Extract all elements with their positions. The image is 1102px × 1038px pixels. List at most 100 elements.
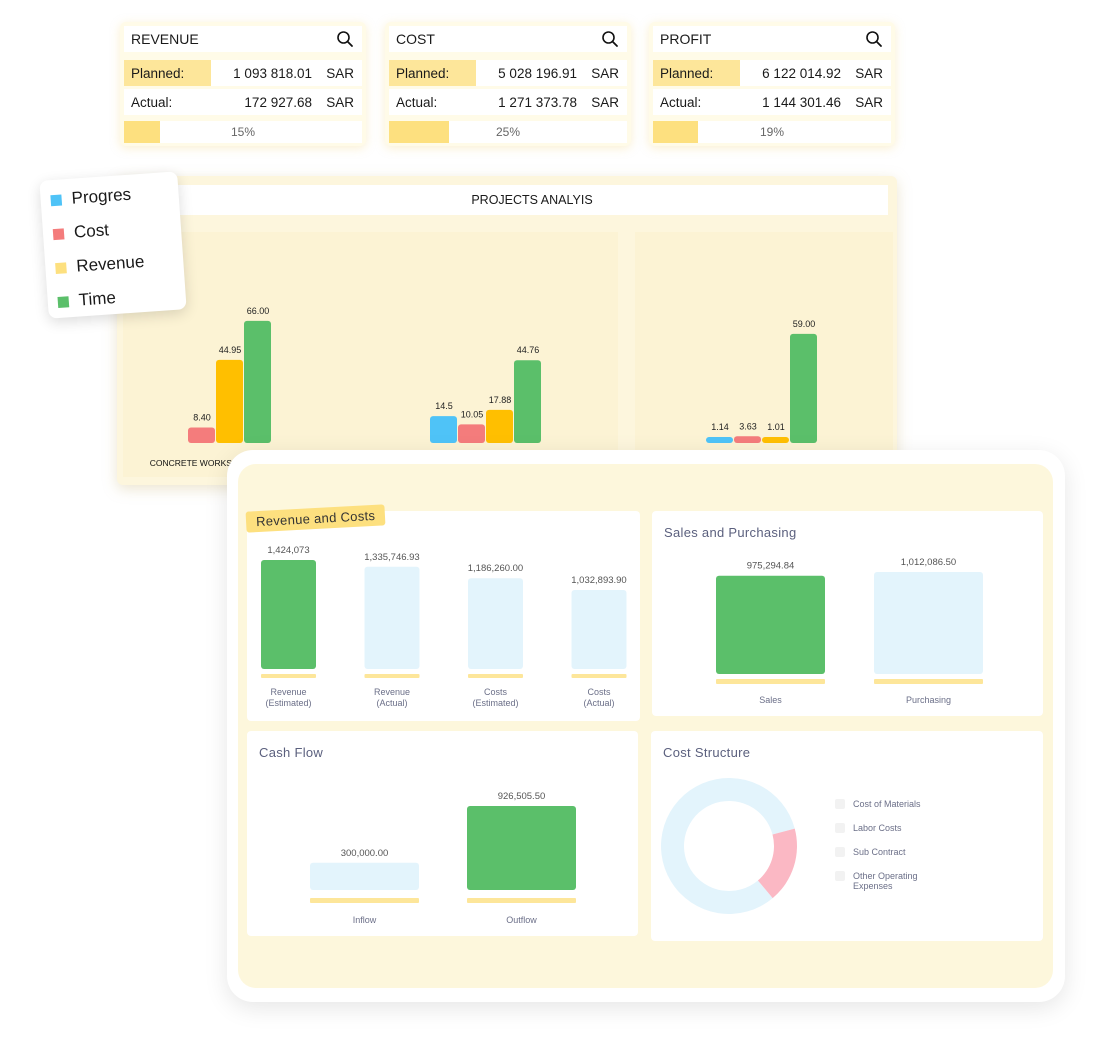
progress-fill	[389, 121, 449, 143]
bar-value-label: 300,000.00	[341, 848, 389, 859]
kpi-header: REVENUE	[124, 26, 362, 52]
currency: SAR	[855, 94, 883, 110]
cost-structure-donut	[661, 778, 797, 914]
bar-category-label: Costs	[484, 687, 508, 697]
donut-slice	[757, 828, 797, 899]
bar-category-label: (Estimated)	[265, 698, 311, 708]
planned-label: Planned:	[124, 60, 211, 86]
bar-value-label: 1,032,893.90	[571, 575, 626, 586]
actual-row: Actual: 1 144 301.46 SAR	[653, 89, 891, 115]
project-bar-label: 44.95	[219, 345, 242, 355]
bar-value-label: 1,012,086.50	[901, 557, 956, 568]
actual-value: 1 271 373.78	[498, 94, 577, 110]
sales-purchasing-title: Sales and Purchasing	[664, 525, 797, 540]
project-bar	[244, 320, 271, 443]
progress-fill	[124, 121, 160, 143]
project-bar-label: 1.01	[767, 422, 785, 432]
project-bar-label: 59.00	[793, 319, 816, 329]
bar-track	[310, 898, 419, 903]
projects-legend: Progres Cost Revenue Time	[39, 171, 187, 319]
bar	[468, 578, 523, 669]
donut-slice	[661, 778, 795, 914]
legend-swatch	[52, 227, 65, 240]
bar-value-label: 1,335,746.93	[364, 552, 419, 563]
project-bar-label: 66.00	[247, 306, 270, 316]
bar-category-label: (Actual)	[583, 698, 614, 708]
actual-row: Actual: 172 927.68 SAR	[124, 89, 362, 115]
planned-row: Planned: 6 122 014.92 SAR	[653, 60, 891, 86]
kpi-header: COST	[389, 26, 627, 52]
planned-label: Planned:	[389, 60, 476, 86]
legend-item: Other Operating Expenses	[835, 871, 925, 891]
projects-analysis-title: PROJECTS ANALYIS	[176, 185, 888, 215]
revenue-costs-chart: 1,424,073Revenue(Estimated)1,335,746.93R…	[261, 545, 627, 708]
project-bar	[216, 359, 243, 443]
search-icon[interactable]	[601, 30, 619, 48]
legend-swatch	[835, 823, 845, 833]
project-bar	[430, 416, 457, 443]
actual-value: 172 927.68	[244, 94, 312, 110]
search-icon[interactable]	[336, 30, 354, 48]
progress-fill	[653, 121, 698, 143]
project-bar	[790, 333, 817, 443]
sales-purchasing-card: Sales and Purchasing 975,294.84 Sales 1,01…	[652, 511, 1043, 716]
legend-item: Labor Costs	[835, 823, 902, 833]
progress-text: 15%	[230, 125, 256, 139]
kpi-card-revenue: REVENUE Planned: 1 093 818.01 SAR Actual: 172…	[120, 22, 366, 146]
legend-label: Cost	[73, 220, 110, 242]
actual-row: Actual: 1 271 373.78 SAR	[389, 89, 627, 115]
bar-value-label: 1,424,073	[267, 545, 309, 556]
bar-track	[261, 674, 316, 678]
currency: SAR	[591, 94, 619, 110]
search-icon[interactable]	[865, 30, 883, 48]
planned-value: 5 028 196.91	[498, 65, 577, 81]
planned-row: Planned: 1 093 818.01 SAR	[124, 60, 362, 86]
actual-label: Actual:	[660, 94, 702, 110]
planned-value: 6 122 014.92	[762, 65, 841, 81]
bar-track	[571, 674, 627, 678]
project-bar	[188, 427, 215, 443]
legend-item-cost: Cost	[52, 220, 110, 244]
cash-flow-card: Cash Flow 300,000.00 Inflow 926,505.50 Outf…	[247, 731, 638, 936]
legend-item-progres: Progres	[50, 185, 132, 211]
project-bar-label: 44.76	[517, 345, 540, 355]
bar-track	[364, 674, 420, 678]
bar-category-label: Revenue	[374, 687, 410, 697]
bar	[467, 806, 576, 890]
planned-row: Planned: 5 028 196.91 SAR	[389, 60, 627, 86]
bar-category-label: Revenue	[270, 687, 306, 697]
kpi-card-cost: COST Planned: 5 028 196.91 SAR Actual: 1 271 …	[385, 22, 631, 146]
progress-text: 19%	[759, 125, 785, 139]
bar	[716, 575, 825, 674]
bar-category-label: Inflow	[353, 915, 377, 925]
currency: SAR	[326, 94, 354, 110]
legend-item: Cost of Materials	[835, 799, 921, 809]
projects-analysis-panel: PROJECTS ANALYIS 8.40 44.95 66.00 CONCRETE …	[117, 176, 897, 485]
progress-bar: 25%	[389, 121, 627, 143]
bar-value-label: 975,294.84	[747, 561, 795, 572]
legend-label: Revenue	[75, 251, 145, 276]
bar-category-label: Purchasing	[906, 695, 951, 705]
bar-track	[874, 679, 983, 684]
legend-swatch	[50, 193, 63, 206]
bar-category-label: Sales	[759, 695, 782, 705]
bar	[261, 560, 316, 669]
actual-label: Actual:	[131, 94, 173, 110]
legend-swatch	[57, 295, 70, 308]
bar-category-label: Outflow	[506, 915, 537, 925]
bar-category-label: Costs	[587, 687, 611, 697]
kpi-title: COST	[396, 31, 435, 47]
bar-track	[468, 674, 523, 678]
bar-value-label: 1,186,260.00	[468, 563, 523, 574]
kpi-title: PROFIT	[660, 31, 712, 47]
bar-track	[467, 898, 576, 903]
bar-category-label: (Actual)	[376, 698, 407, 708]
bar-category-label: (Estimated)	[472, 698, 518, 708]
cash-flow-chart: 300,000.00 Inflow 926,505.50 Outflow	[310, 791, 576, 925]
bar	[874, 572, 983, 674]
project-bar-label: 8.40	[193, 412, 211, 422]
legend-item-revenue: Revenue	[55, 252, 145, 278]
bar-track	[716, 679, 825, 684]
bar-value-label: 926,505.50	[498, 791, 546, 802]
cost-structure-card: Cost Structure	[651, 731, 1043, 941]
